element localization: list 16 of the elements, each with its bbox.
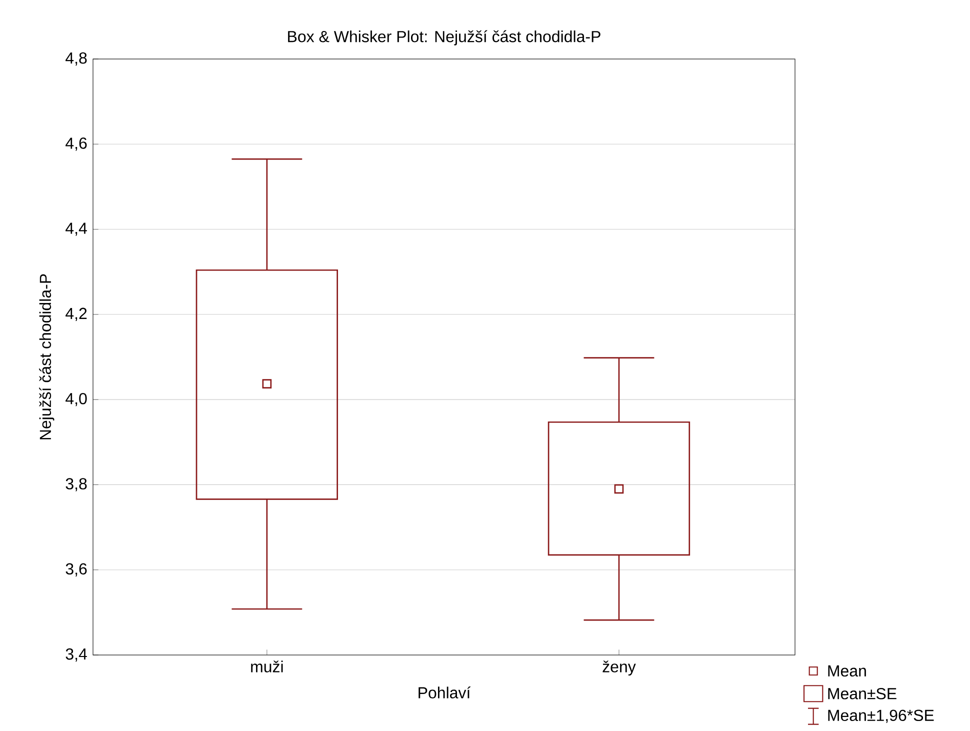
y-tick-label: 4,2: [66, 308, 87, 322]
y-axis-title: Nejužší část chodidla-P: [39, 274, 54, 440]
y-tick-label: 3,6: [66, 563, 87, 576]
chart-title: Box & Whisker Plot: Nejužší část chodidla-P: [288, 30, 600, 46]
x-tick-label: muži: [251, 660, 283, 672]
y-tick-label: 3,8: [66, 478, 87, 492]
text: Mean: [828, 665, 866, 677]
y-tick-label: 4,0: [66, 392, 87, 406]
y-tick-label: 3,4: [66, 648, 87, 662]
y-tick-label: 4,4: [66, 222, 87, 236]
y-tick-label: 4,8: [66, 52, 87, 66]
text: Mean±1,96*SE: [828, 710, 934, 723]
text: Mean±SE: [828, 688, 896, 700]
y-tick-label: 4,6: [66, 138, 87, 151]
x-tick-label: ženy: [602, 660, 636, 676]
x-axis-title: Pohlaví: [418, 686, 471, 698]
